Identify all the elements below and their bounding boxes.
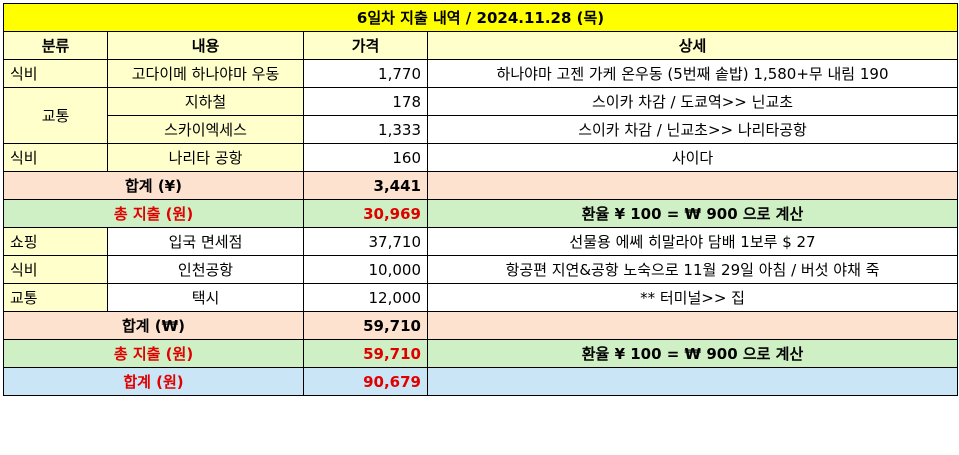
price-cell[interactable]: 1,333 xyxy=(303,115,428,144)
category-cell[interactable]: 쇼핑 xyxy=(3,227,108,256)
content-cell[interactable]: 나리타 공항 xyxy=(107,143,304,172)
empty-cell[interactable] xyxy=(426,311,959,340)
detail-cell[interactable]: 하나야마 고젠 가케 온우동 (5번째 솥밥) 1,580+무 내림 190 xyxy=(426,59,959,88)
total-label[interactable]: 총 지출 (원) xyxy=(3,199,304,228)
table-row: 식비 고다이메 하나야마 우동 1,770 하나야마 고젠 가케 온우동 (5번… xyxy=(3,59,959,88)
detail-cell[interactable]: 사이다 xyxy=(426,143,959,172)
category-cell[interactable]: 식비 xyxy=(3,255,108,284)
grand-total-row: 합계 (원) 90,679 xyxy=(3,367,959,396)
header-content[interactable]: 내용 xyxy=(107,31,304,60)
price-cell[interactable]: 37,710 xyxy=(303,227,428,256)
grand-total-label[interactable]: 합계 (원) xyxy=(3,367,304,396)
table-row: 교통 택시 12,000 ** 터미널>> 집 xyxy=(3,283,959,312)
subtotal-value[interactable]: 3,441 xyxy=(303,171,428,200)
table-row: 식비 나리타 공항 160 사이다 xyxy=(3,143,959,172)
table-row: 교통 지하철 178 스이카 차감 / 도쿄역>> 닌교초 xyxy=(3,87,959,144)
category-cell[interactable]: 교통 xyxy=(3,87,108,144)
total-row: 총 지출 (원) 30,969 환율 ¥ 100 = ₩ 900 으로 계산 xyxy=(3,199,959,228)
total-label[interactable]: 총 지출 (원) xyxy=(3,339,304,368)
expense-sheet: 6일차 지출 내역 / 2024.11.28 (목) 분류 내용 가격 상세 식… xyxy=(2,3,959,396)
price-cell[interactable]: 178 xyxy=(303,87,428,116)
content-cell[interactable]: 지하철 xyxy=(107,87,304,116)
empty-cell[interactable] xyxy=(426,171,959,200)
category-cell[interactable]: 식비 xyxy=(3,59,108,88)
content-cell[interactable]: 입국 면세점 xyxy=(107,227,304,256)
page-title[interactable]: 6일차 지출 내역 / 2024.11.28 (목) xyxy=(2,3,959,32)
subtotal-value[interactable]: 59,710 xyxy=(303,311,428,340)
detail-cell[interactable]: 항공편 지연&공항 노숙으로 11월 29일 아침 / 버섯 야채 죽 xyxy=(426,255,959,284)
title-row: 6일차 지출 내역 / 2024.11.28 (목) xyxy=(2,3,959,32)
price-cell[interactable]: 12,000 xyxy=(303,283,428,312)
detail-cell[interactable]: 스이카 차감 / 닌교초>> 나리타공항 xyxy=(426,115,959,144)
content-cell[interactable]: 인천공항 xyxy=(107,255,304,284)
detail-cell[interactable]: ** 터미널>> 집 xyxy=(426,283,959,312)
header-price[interactable]: 가격 xyxy=(303,31,428,60)
category-cell[interactable]: 교통 xyxy=(3,283,108,312)
content-cell[interactable]: 고다이메 하나야마 우동 xyxy=(107,59,304,88)
subtotal-row: 합계 (¥) 3,441 xyxy=(3,171,959,200)
detail-cell[interactable]: 선물용 에쎄 히말라야 담배 1보루 $ 27 xyxy=(426,227,959,256)
subtotal-row: 합계 (₩) 59,710 xyxy=(3,311,959,340)
detail-cell[interactable]: 스이카 차감 / 도쿄역>> 닌교초 xyxy=(426,87,959,116)
category-cell[interactable]: 식비 xyxy=(3,143,108,172)
header-row: 분류 내용 가격 상세 xyxy=(3,31,959,60)
price-cell[interactable]: 160 xyxy=(303,143,428,172)
price-cell[interactable]: 10,000 xyxy=(303,255,428,284)
table-row: 식비 인천공항 10,000 항공편 지연&공항 노숙으로 11월 29일 아침… xyxy=(3,255,959,284)
grand-total-value[interactable]: 90,679 xyxy=(303,367,428,396)
rate-note[interactable]: 환율 ¥ 100 = ₩ 900 으로 계산 xyxy=(426,339,959,368)
table-row: 쇼핑 입국 면세점 37,710 선물용 에쎄 히말라야 담배 1보루 $ 27 xyxy=(3,227,959,256)
total-value[interactable]: 59,710 xyxy=(303,339,428,368)
total-value[interactable]: 30,969 xyxy=(303,199,428,228)
table-row: 스카이엑세스 1,333 스이카 차감 / 닌교초>> 나리타공항 xyxy=(4,115,959,144)
subtotal-label[interactable]: 합계 (¥) xyxy=(3,171,304,200)
total-row: 총 지출 (원) 59,710 환율 ¥ 100 = ₩ 900 으로 계산 xyxy=(3,339,959,368)
empty-cell[interactable] xyxy=(426,367,959,396)
content-cell[interactable]: 택시 xyxy=(107,283,304,312)
header-detail[interactable]: 상세 xyxy=(426,31,959,60)
rate-note[interactable]: 환율 ¥ 100 = ₩ 900 으로 계산 xyxy=(426,199,959,228)
subtotal-label[interactable]: 합계 (₩) xyxy=(3,311,304,340)
price-cell[interactable]: 1,770 xyxy=(303,59,428,88)
header-category[interactable]: 분류 xyxy=(3,31,108,60)
content-cell[interactable]: 스카이엑세스 xyxy=(107,115,304,144)
